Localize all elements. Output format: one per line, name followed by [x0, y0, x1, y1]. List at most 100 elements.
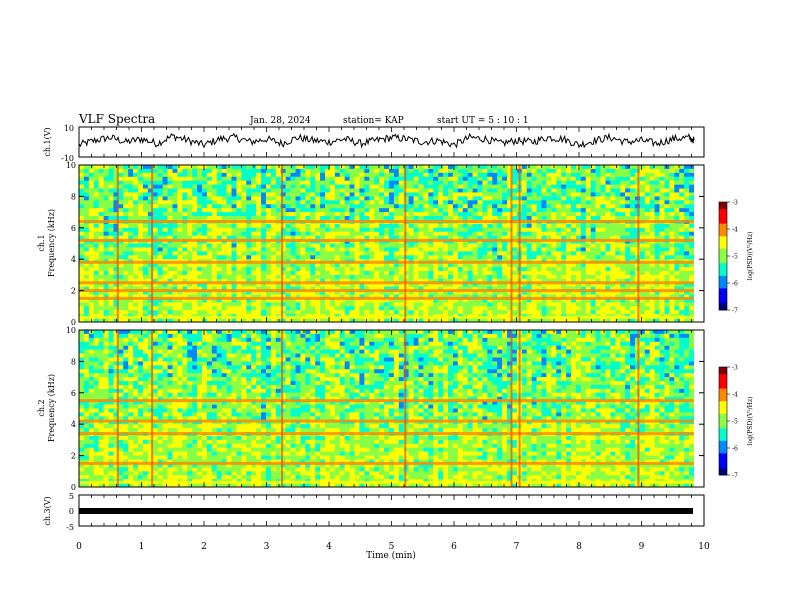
spectrogram-cell — [689, 208, 695, 213]
spectrogram-cell — [290, 282, 296, 287]
spectrogram-cell — [221, 310, 227, 315]
spectrogram-cell — [147, 227, 154, 233]
spectrogram-cell — [206, 196, 213, 201]
spectrogram-cell — [202, 270, 208, 276]
spectrogram-cell — [216, 294, 222, 299]
spectrogram-cell — [541, 196, 547, 201]
spectrogram-cell — [241, 267, 247, 272]
spectrogram-cell — [251, 196, 257, 201]
spectrogram-cell — [575, 188, 582, 193]
spectrogram-cell — [413, 310, 419, 315]
spectrogram-cell — [182, 286, 188, 291]
spectrogram-cell — [502, 196, 508, 201]
spectrogram-cell — [575, 192, 582, 197]
spectrogram-cell — [310, 290, 316, 295]
spectrogram-cell — [379, 318, 385, 323]
spectrogram-cell — [418, 204, 424, 209]
spectrogram-cell — [128, 188, 134, 193]
spectrogram-cell — [290, 274, 296, 280]
spectrogram-cell — [571, 196, 577, 201]
spectrogram-cell — [467, 204, 473, 209]
spectrogram-cell — [246, 208, 252, 213]
spectrogram-cell — [625, 278, 631, 284]
spectrogram-cell — [197, 172, 203, 178]
spectrogram-cell — [172, 263, 178, 268]
spectrogram-cell — [438, 188, 444, 193]
spectrogram-cell — [398, 172, 405, 178]
spectrogram-cell — [162, 310, 168, 315]
spectrogram-cell — [103, 298, 109, 303]
spectrogram-cell — [403, 294, 409, 299]
spectrogram-cell — [359, 294, 365, 299]
spectrogram-cell — [334, 282, 341, 287]
spectrogram-cell — [630, 302, 636, 307]
spectrogram-cell — [644, 267, 651, 272]
spectrogram-cell — [413, 251, 419, 256]
spectrogram-cell — [113, 172, 119, 178]
spectrogram-cell — [221, 302, 227, 307]
spectrogram-cell — [492, 172, 498, 178]
spectrogram-cell — [354, 298, 360, 303]
spectrogram-cell — [108, 216, 114, 221]
spectrogram-cell — [502, 278, 508, 284]
spectrogram-cell — [664, 216, 670, 221]
spectrogram-cell — [310, 267, 316, 272]
spectrogram-cell — [275, 208, 282, 213]
figure-title: VLF Spectra — [78, 112, 155, 126]
spectrogram-cell — [443, 274, 449, 280]
spectrogram-cell — [285, 184, 291, 189]
spectrogram-cell — [644, 274, 651, 280]
spectrogram-cell — [408, 243, 414, 248]
spectrogram-cell — [457, 318, 464, 323]
spectrogram-cell — [364, 294, 370, 299]
spectrogram-cell — [364, 172, 370, 178]
spectrogram-cell — [147, 298, 154, 303]
spectrogram-cell — [98, 318, 104, 323]
spectrogram-cell — [329, 267, 336, 272]
spectrogram-cell — [369, 310, 375, 315]
spectrogram-cell — [511, 294, 518, 299]
spectrogram-cell — [413, 302, 419, 307]
spectrogram-cell — [142, 212, 149, 217]
spectrogram-cell — [88, 263, 95, 268]
spectrogram-cell — [142, 168, 149, 174]
spectrogram-cell — [339, 243, 345, 248]
spectrogram-cell — [398, 263, 405, 268]
spectrogram-cell — [123, 298, 129, 303]
spectrogram-cell — [502, 223, 508, 229]
spectrogram-cell — [398, 318, 405, 323]
spectrogram-cell — [561, 267, 567, 272]
spectrogram-cell — [157, 306, 163, 311]
spectrogram-cell — [221, 270, 227, 276]
spectrogram-cell — [334, 251, 341, 256]
spectrogram-cell — [398, 282, 405, 287]
spectrogram-cell — [511, 188, 518, 193]
spectrogram-cell — [142, 176, 149, 181]
spectrogram-cell — [546, 165, 552, 170]
spectrogram-cell — [585, 247, 591, 252]
spectrogram-cell — [221, 168, 227, 174]
spectrogram-cell — [472, 306, 478, 311]
spectrogram-cell — [113, 290, 119, 295]
spectrogram-cell — [472, 302, 478, 307]
spectrogram-cell — [580, 223, 587, 229]
spectrogram-cell — [290, 298, 296, 303]
spectrogram-cell — [359, 282, 365, 287]
spectrogram-cell — [236, 274, 242, 280]
spectrogram-cell — [536, 282, 542, 287]
spectrogram-cell — [329, 188, 336, 193]
spectrogram-cell — [374, 188, 380, 193]
spectrogram-cell — [536, 263, 542, 268]
spectrogram-cell — [202, 310, 208, 315]
spectrogram-cell — [275, 255, 282, 260]
spectrogram-cell — [162, 165, 168, 170]
spectrogram-cell — [182, 176, 188, 181]
spectrogram-cell — [398, 223, 405, 229]
spectrogram-cell — [349, 235, 355, 240]
spectrogram-cell — [605, 235, 611, 240]
spectrogram-cell — [275, 263, 282, 268]
spectrogram-cell — [531, 263, 537, 268]
spectrogram-cell — [684, 180, 690, 185]
spectrogram-cell — [103, 270, 109, 276]
spectrogram-cell — [128, 282, 134, 287]
